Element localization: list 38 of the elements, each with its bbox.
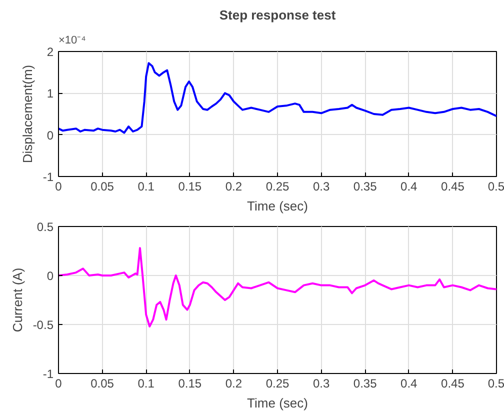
y-tick-label: -1 <box>42 170 54 184</box>
y-tick-label: 2 <box>46 45 54 59</box>
x-tick-label: 0 <box>55 376 62 390</box>
y-tick-label: 0.5 <box>36 220 54 234</box>
x-tick-label: 0 <box>55 180 62 194</box>
line-series <box>58 247 496 328</box>
line-series <box>58 62 496 134</box>
y-tick-label: -1 <box>42 367 54 381</box>
x-tick-label: 0.4 <box>400 180 418 194</box>
x-tick-label: 0.2 <box>225 180 242 194</box>
x-tick-label: 0.15 <box>178 180 202 194</box>
chart-title: Step response test <box>219 8 336 22</box>
x-tick-label: 0.35 <box>353 180 378 194</box>
x-tick-label: 0.1 <box>138 376 155 390</box>
x-tick-label: 0.45 <box>441 376 465 390</box>
y-tick-label: 1 <box>46 86 54 101</box>
x-tick-label: 0.3 <box>312 180 330 194</box>
x-tick-label: 0.25 <box>266 180 290 194</box>
y-axis-title: Displacement(m) <box>20 64 35 164</box>
x-tick-label: 0.25 <box>266 376 290 390</box>
x-tick-label: 0.3 <box>312 376 330 390</box>
x-tick-label: 0.15 <box>178 376 202 390</box>
x-axis-title: Time (sec) <box>247 396 308 410</box>
x-tick-label: 0.5 <box>488 180 504 194</box>
x-tick-label: 0.35 <box>353 376 378 390</box>
y-tick-label: -0.5 <box>32 318 54 332</box>
y-tick-label: 0 <box>46 269 54 283</box>
x-tick-label: 0.05 <box>90 180 114 194</box>
x-axis-title: Time (sec) <box>247 198 308 214</box>
x-tick-label: 0.45 <box>441 180 465 194</box>
x-tick-label: 0.2 <box>225 376 242 390</box>
x-tick-label: 0.05 <box>90 376 114 390</box>
x-tick-label: 0.1 <box>138 180 155 194</box>
x-tick-label: 0.4 <box>400 376 418 390</box>
x-tick-label: 0.5 <box>488 376 504 390</box>
y-axis-title: Current (A) <box>10 268 25 332</box>
text: ×10⁻⁴ <box>58 34 86 46</box>
y-tick-label: 0 <box>46 128 54 142</box>
